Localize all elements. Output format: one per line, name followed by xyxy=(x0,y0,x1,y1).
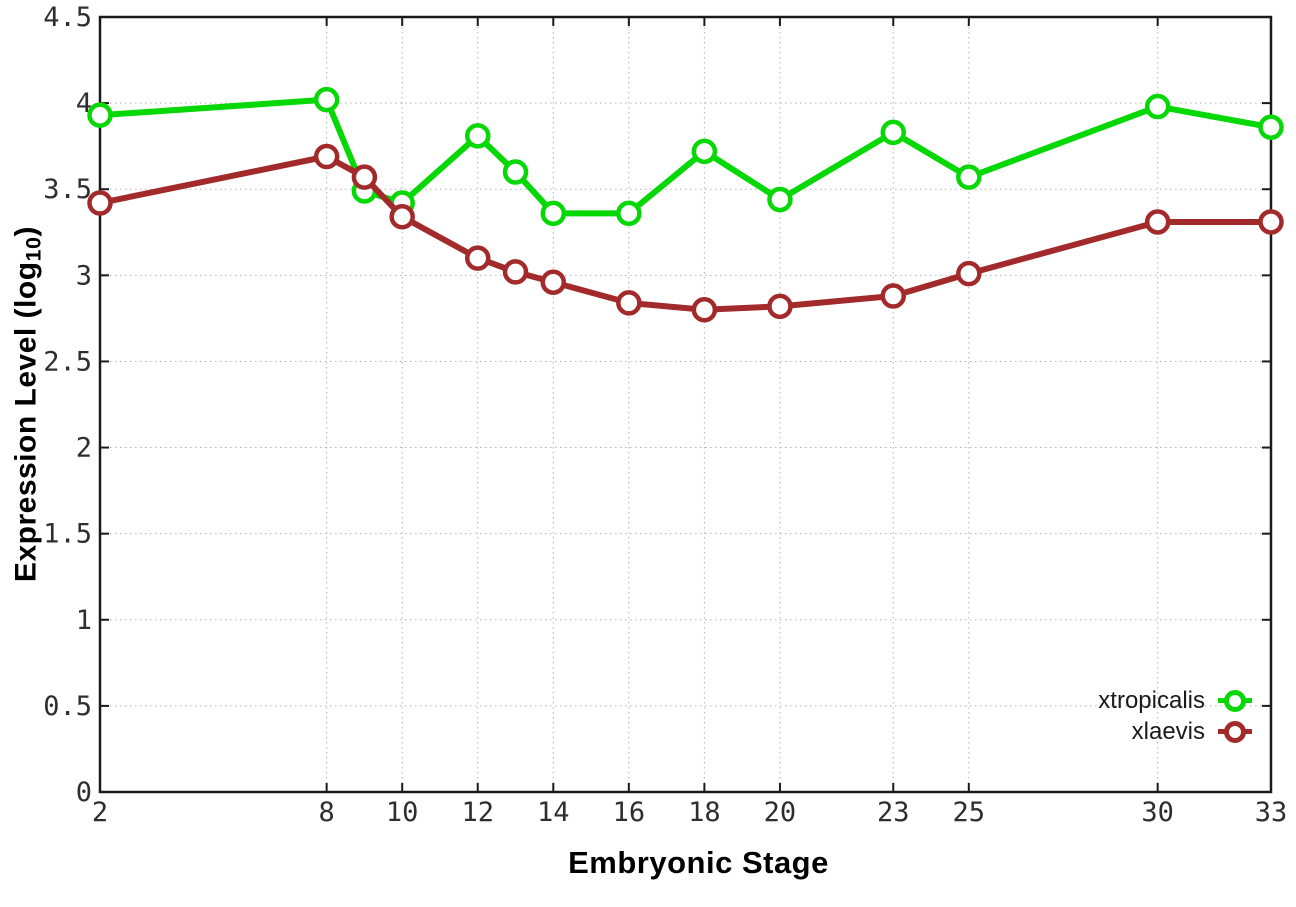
series-line-xlaevis xyxy=(97,153,1274,313)
x-tick-label: 14 xyxy=(537,797,570,828)
x-tick-label: 33 xyxy=(1255,797,1288,828)
x-tick-label: 12 xyxy=(461,797,494,828)
y-tick-label: 4.5 xyxy=(43,2,92,33)
y-tick-label: 0 xyxy=(76,777,92,808)
y-tick-label: 1 xyxy=(76,605,92,636)
y-tick-label: 1.5 xyxy=(43,519,92,550)
data-point-xlaevis xyxy=(389,204,415,230)
legend-line-marker-icon xyxy=(1218,688,1252,714)
x-tick-label: 10 xyxy=(386,797,419,828)
x-tick-label: 30 xyxy=(1141,797,1174,828)
data-point-xtropicalis xyxy=(540,200,567,227)
x-tick-label: 23 xyxy=(877,797,910,828)
plot-border xyxy=(98,15,1273,794)
data-point-xtropicalis xyxy=(502,159,529,185)
x-tick-label: 8 xyxy=(319,797,335,828)
data-point-xlaevis xyxy=(956,260,982,287)
data-point-xtropicalis xyxy=(1258,114,1284,140)
legend: xtropicalis xlaevis xyxy=(1098,685,1252,747)
data-point-xlaevis xyxy=(87,190,113,216)
y-axis-title-text: Expression Level (log xyxy=(9,261,43,583)
data-point-xlaevis xyxy=(880,283,907,309)
legend-label: xlaevis xyxy=(1131,717,1205,745)
data-point-xlaevis xyxy=(351,164,378,190)
data-point-xtropicalis xyxy=(313,86,340,113)
x-tick-label: 2 xyxy=(92,797,108,828)
series-line-xtropicalis xyxy=(97,96,1274,217)
data-point-xlaevis xyxy=(1144,209,1171,235)
y-axis-title: Expression Level (log10) xyxy=(9,226,46,582)
x-axis-title: Embryonic Stage xyxy=(568,845,829,880)
data-point-xlaevis xyxy=(464,245,491,271)
data-point-xtropicalis xyxy=(880,119,907,146)
data-point-xlaevis xyxy=(540,269,567,295)
y-tick-label: 3.5 xyxy=(43,174,92,205)
data-point-xlaevis xyxy=(767,293,793,320)
data-point-xlaevis xyxy=(691,297,718,323)
data-point-xtropicalis xyxy=(767,186,793,213)
x-tick-label: 16 xyxy=(613,797,646,828)
data-point-xlaevis xyxy=(502,259,529,285)
x-tick-label: 18 xyxy=(688,797,721,828)
y-axis-title-subscript: 10 xyxy=(20,236,46,262)
data-point-xtropicalis xyxy=(87,102,113,128)
data-point-xtropicalis xyxy=(616,200,642,227)
legend-entry-xlaevis: xlaevis xyxy=(1132,716,1252,747)
y-tick-label: 0.5 xyxy=(43,691,92,722)
y-tick-label: 3 xyxy=(76,260,92,291)
y-tick-label: 2 xyxy=(76,433,92,464)
legend-label: xtropicalis xyxy=(1098,686,1205,714)
legend-line-marker-icon xyxy=(1218,719,1252,745)
data-point-xtropicalis xyxy=(691,138,718,165)
data-point-xlaevis xyxy=(1258,209,1284,235)
x-tick-label: 20 xyxy=(764,797,797,828)
data-point-xtropicalis xyxy=(956,164,982,190)
data-point-xlaevis xyxy=(616,290,642,316)
data-point-xlaevis xyxy=(313,143,340,170)
legend-entry-xtropicalis: xtropicalis xyxy=(1098,685,1252,716)
x-tick-label: 25 xyxy=(953,797,986,828)
data-point-xtropicalis xyxy=(464,123,491,149)
data-point-xtropicalis xyxy=(1144,93,1171,120)
y-axis-title-suffix: ) xyxy=(9,225,43,237)
y-tick-label: 2.5 xyxy=(43,346,92,377)
